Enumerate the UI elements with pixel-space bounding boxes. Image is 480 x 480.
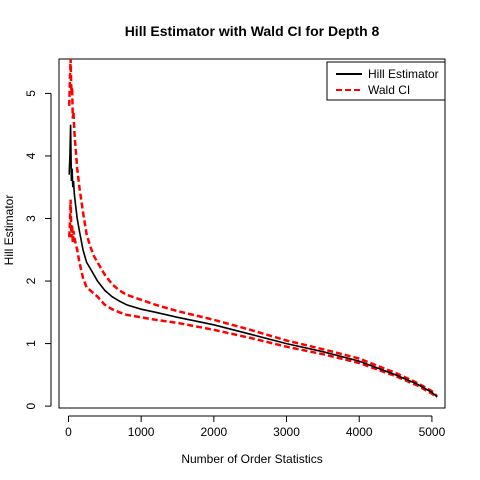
plot-frame — [58, 58, 446, 409]
legend-label-hill: Hill Estimator — [368, 67, 439, 81]
y-tick-label: 0 — [24, 402, 38, 409]
plot-area — [67, 58, 438, 399]
x-tick-label: 0 — [65, 425, 72, 439]
wald-ci-upper-line — [67, 58, 438, 397]
wald-ci-lower-line — [67, 199, 438, 399]
y-tick-label: 3 — [24, 215, 38, 222]
y-tick-label: 2 — [24, 277, 38, 284]
legend: Hill Estimator Wald CI — [326, 61, 446, 101]
x-tick-label: 4000 — [346, 425, 373, 439]
y-tick-label: 5 — [24, 90, 38, 97]
x-tick-label: 2000 — [200, 425, 227, 439]
y-tick-label: 1 — [24, 340, 38, 347]
hill-estimator-line — [68, 124, 438, 398]
chart-title: Hill Estimator with Wald CI for Depth 8 — [125, 23, 380, 39]
x-tick-label: 3000 — [273, 425, 300, 439]
legend-box — [326, 61, 446, 101]
x-tick-label: 1000 — [128, 425, 155, 439]
x-axis-label: Number of Order Statistics — [181, 452, 322, 466]
x-tick-label: 5000 — [419, 425, 446, 439]
x-axis: 0 1000 2000 3000 4000 5000 — [65, 415, 446, 439]
y-tick-label: 4 — [24, 152, 38, 159]
y-axis: 0 1 2 3 4 5 — [24, 90, 52, 409]
legend-label-wald: Wald CI — [368, 83, 410, 97]
y-axis-label: Hill Estimator — [2, 195, 16, 266]
